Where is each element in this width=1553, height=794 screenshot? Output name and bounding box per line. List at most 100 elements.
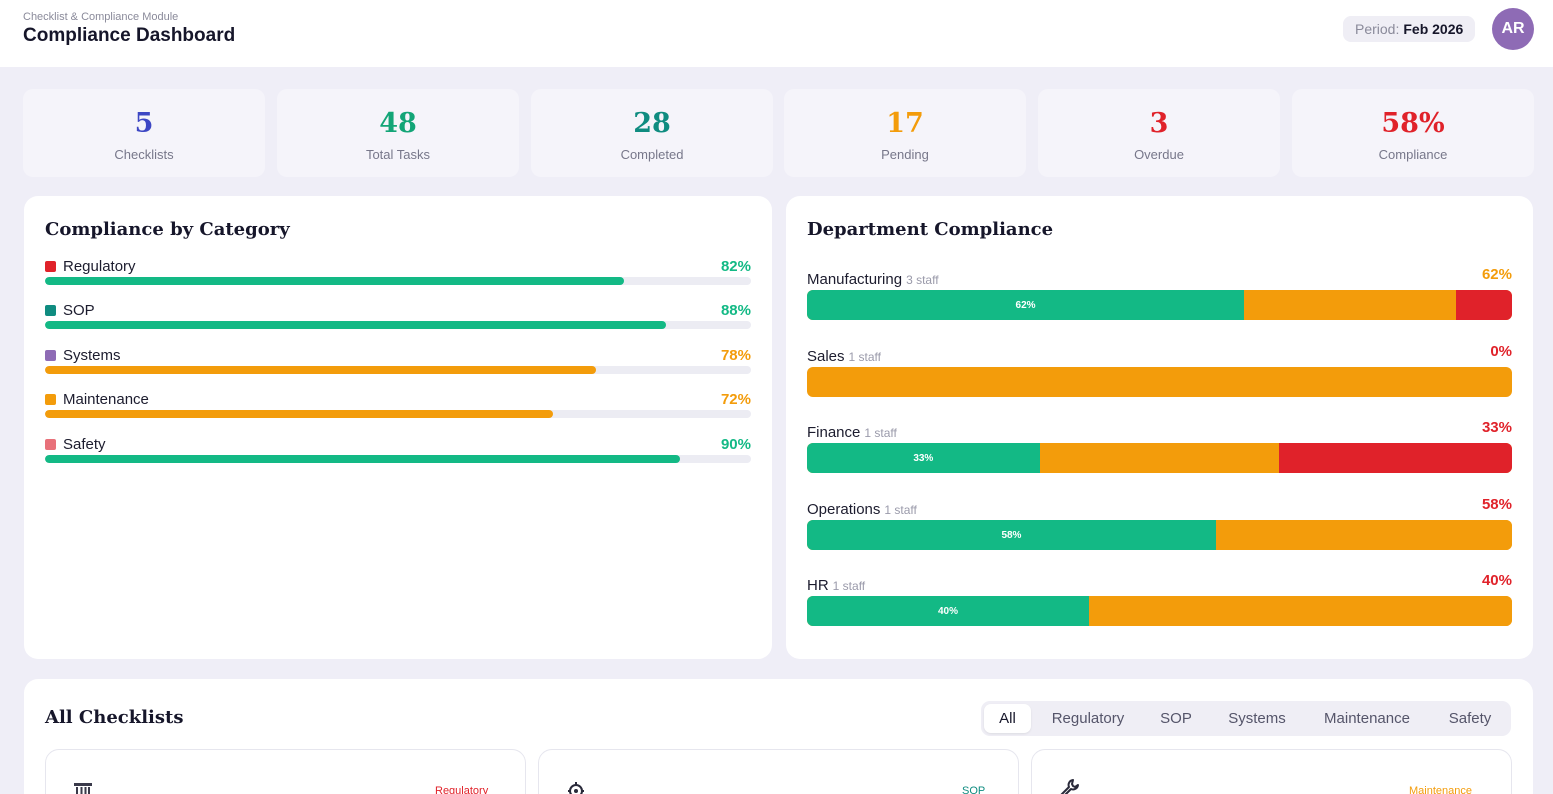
- department-row-finance: Finance 1 staff 33% 33%: [807, 419, 1512, 483]
- category-percent: 78%: [720, 347, 751, 364]
- tab-regulatory[interactable]: Regulatory: [1051, 710, 1125, 727]
- category-swatch: [45, 350, 56, 361]
- stat-value: 48: [379, 108, 417, 139]
- stat-card-pending: 17 Pending: [784, 89, 1026, 177]
- department-percent: 0%: [1490, 343, 1512, 360]
- tab-systems[interactable]: Systems: [1228, 710, 1286, 727]
- category-percent: 82%: [720, 258, 751, 275]
- checklist-category-tag: Regulatory: [435, 785, 489, 794]
- checklist-card-sop[interactable]: SOP: [538, 749, 1019, 794]
- category-progress-fill: [45, 321, 667, 329]
- department-row-manufacturing: Manufacturing 3 staff 62% 62%: [807, 266, 1512, 330]
- period-selector[interactable]: Period: Feb 2026: [1343, 16, 1476, 42]
- department-name: HR 1 staff: [807, 577, 865, 594]
- completed-segment: 40%: [807, 596, 1089, 626]
- department-name: Finance 1 staff: [807, 424, 897, 441]
- stat-label: Pending: [881, 147, 929, 162]
- department-stacked-bar: 58%: [807, 520, 1512, 550]
- stat-value: 28: [633, 108, 671, 139]
- tab-all[interactable]: All: [984, 704, 1031, 733]
- category-name: Safety: [63, 436, 106, 453]
- category-progress-fill: [45, 366, 596, 374]
- department-percent: 33%: [1481, 419, 1512, 436]
- stat-label: Total Tasks: [365, 147, 431, 162]
- department-name-text: Sales: [807, 348, 845, 365]
- category-row-regulatory: Regulatory 82%: [45, 258, 751, 298]
- overdue-segment: [1455, 290, 1512, 320]
- category-percent: 90%: [720, 436, 751, 453]
- category-filter-tabs: All Regulatory SOP Systems Maintenance S…: [981, 701, 1511, 736]
- department-name: Operations 1 staff: [807, 501, 917, 518]
- category-swatch: [45, 305, 56, 316]
- category-name: SOP: [63, 302, 95, 319]
- stat-card-compliance: 58% Compliance: [1292, 89, 1534, 177]
- pending-segment: [807, 367, 1512, 397]
- stat-label: Overdue: [1134, 147, 1184, 162]
- stat-label: Compliance: [1378, 147, 1448, 162]
- page-title: Compliance Dashboard: [23, 25, 236, 46]
- department-name-text: Finance: [807, 424, 861, 441]
- stat-value: 17: [886, 108, 924, 139]
- tab-sop[interactable]: SOP: [1160, 710, 1192, 727]
- card-title: All Checklists: [45, 707, 184, 728]
- stat-card-total-tasks: 48 Total Tasks: [277, 89, 519, 177]
- period-value: Feb 2026: [1403, 21, 1464, 37]
- stat-value: 58%: [1381, 108, 1445, 139]
- department-name: Sales 1 staff: [807, 348, 881, 365]
- user-avatar[interactable]: AR: [1492, 8, 1534, 50]
- card-title: Compliance by Category: [45, 219, 290, 240]
- category-progress-track: [45, 277, 751, 285]
- stat-label: Completed: [620, 147, 684, 162]
- department-percent: 40%: [1481, 572, 1512, 589]
- category-swatch: [45, 261, 56, 272]
- building-icon: [74, 783, 92, 794]
- category-row-sop: SOP 88%: [45, 302, 751, 342]
- tab-maintenance[interactable]: Maintenance: [1324, 710, 1410, 727]
- top-bar: Checklist & Compliance Module Compliance…: [0, 0, 1553, 67]
- category-progress-fill: [45, 455, 681, 463]
- category-row-maintenance: Maintenance 72%: [45, 391, 751, 431]
- pending-segment: [1089, 596, 1512, 626]
- category-progress-fill: [45, 277, 624, 285]
- department-percent: 58%: [1481, 496, 1512, 513]
- department-compliance-card: Department Compliance Manufacturing 3 sta…: [786, 196, 1533, 659]
- breadcrumb: Checklist & Compliance Module: [23, 11, 179, 23]
- category-name: Regulatory: [63, 258, 136, 275]
- category-name: Maintenance: [63, 391, 149, 408]
- category-name: Systems: [63, 347, 121, 364]
- department-staff-count: 3 staff: [906, 273, 939, 287]
- period-label: Period:: [1355, 21, 1400, 37]
- department-staff-count: 1 staff: [884, 503, 917, 517]
- stat-value: 5: [134, 108, 154, 139]
- completed-segment: 33%: [807, 443, 1040, 473]
- category-percent: 88%: [720, 302, 751, 319]
- department-staff-count: 1 staff: [832, 579, 866, 593]
- card-title: Department Compliance: [807, 219, 1054, 240]
- category-progress-track: [45, 366, 751, 374]
- department-staff-count: 1 staff: [848, 350, 881, 364]
- checklist-category-tag: Maintenance: [1409, 785, 1472, 794]
- category-progress-track: [45, 455, 751, 463]
- checklist-card-regulatory[interactable]: Regulatory: [45, 749, 526, 794]
- stat-card-completed: 28 Completed: [531, 89, 773, 177]
- department-stacked-bar: 33%: [807, 443, 1512, 473]
- stat-card-checklists: 5 Checklists: [23, 89, 265, 177]
- stat-label: Checklists: [114, 147, 174, 162]
- department-name-text: Operations: [807, 501, 881, 518]
- checklist-card-maintenance[interactable]: Maintenance: [1031, 749, 1512, 794]
- overdue-segment: [1279, 443, 1512, 473]
- department-percent: 62%: [1481, 266, 1512, 283]
- category-progress-track: [45, 321, 751, 329]
- category-swatch: [45, 394, 56, 405]
- completed-segment: 62%: [807, 290, 1245, 320]
- department-row-sales: Sales 1 staff 0%: [807, 343, 1512, 407]
- category-progress-track: [45, 410, 751, 418]
- department-staff-count: 1 staff: [864, 426, 897, 440]
- category-swatch: [45, 439, 56, 450]
- department-stacked-bar: [807, 367, 1512, 397]
- wrench-icon: [1060, 779, 1079, 794]
- category-compliance-card: Compliance by Category Regulatory 82% SO…: [24, 196, 772, 659]
- tab-safety[interactable]: Safety: [1448, 710, 1492, 727]
- department-stacked-bar: 62%: [807, 290, 1512, 320]
- completed-segment: 58%: [807, 520, 1216, 550]
